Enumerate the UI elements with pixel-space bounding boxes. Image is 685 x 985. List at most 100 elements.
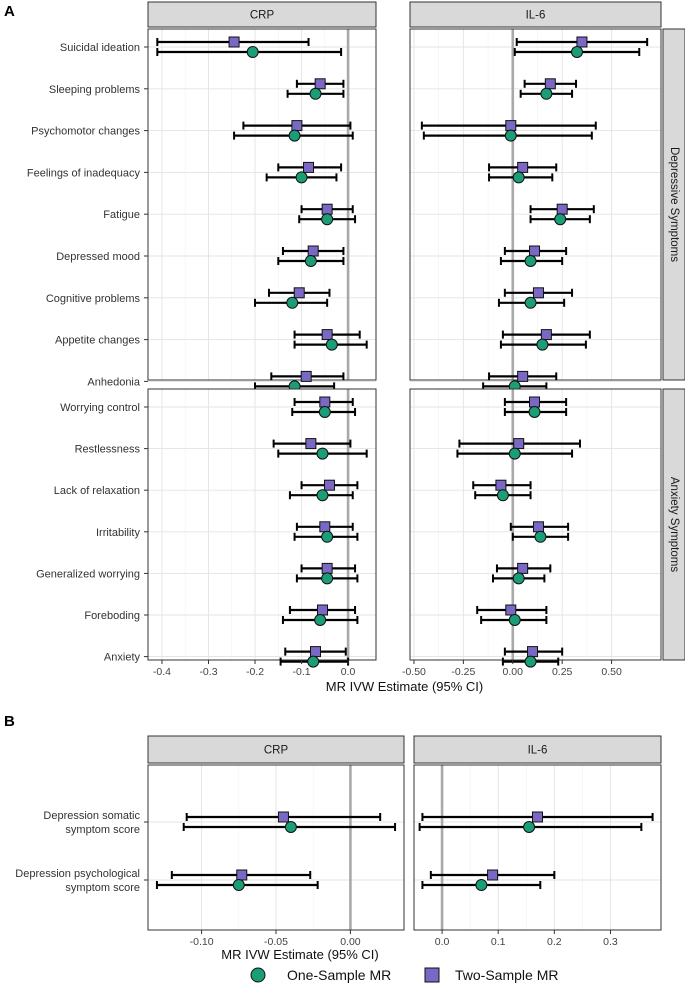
x-tick-label: -0.10 [190, 936, 214, 948]
one-sample-point-appetite-changes [325, 338, 338, 351]
panel-background [148, 29, 376, 380]
x-tick-label: -0.05 [264, 936, 288, 948]
two-sample-point-foreboding [316, 604, 328, 616]
panel-border [413, 764, 662, 931]
row-label-b-line2: symptom score [65, 824, 140, 836]
one-sample-point-anxiety [524, 655, 537, 668]
one-sample-point-irritability [321, 530, 334, 543]
two-sample-point-depressed-mood [307, 245, 319, 257]
two-sample-point-sleeping-problems [314, 78, 326, 90]
panel-border [147, 388, 377, 661]
row-label-irritability: Irritability [96, 527, 141, 539]
row-label-sleeping-problems: Sleeping problems [49, 84, 141, 96]
one-sample-point-feelings-of-inadequacy [295, 171, 308, 184]
one-sample-point-depressed-mood [304, 255, 317, 267]
column-strip-b-crp-label: CRP [264, 745, 289, 757]
panel-background [414, 765, 661, 930]
one-sample-point-sleeping-problems [309, 87, 322, 100]
two-sample-point-depression-psychological-symptom-score [236, 869, 248, 881]
facet-depressive-symptoms-il-6 [409, 28, 662, 393]
x-tick-label: -0.25 [451, 666, 475, 678]
two-sample-point-feelings-of-inadequacy [303, 161, 315, 173]
two-sample-point-irritability [319, 521, 331, 533]
column-strip-il-6-label: IL-6 [526, 10, 546, 22]
two-sample-point-psychomotor-changes [291, 120, 303, 132]
one-sample-point-foreboding [314, 614, 327, 626]
two-sample-point-depressed-mood [529, 245, 541, 257]
row-label-fatigue: Fatigue [103, 209, 140, 221]
x-tick-label: 0.2 [547, 936, 562, 948]
x-tick-label: 0.00 [503, 666, 524, 678]
legend-two-sample-label: Two-Sample MR [455, 967, 558, 983]
one-sample-point-fatigue [554, 213, 567, 226]
one-sample-point-lack-of-relaxation [316, 489, 329, 502]
row-label-psychomotor-changes: Psychomotor changes [31, 126, 140, 138]
x-tick-label: 0.3 [603, 936, 618, 948]
row-label-appetite-changes: Appetite changes [55, 335, 141, 347]
two-sample-point-suicidal-ideation [228, 36, 240, 48]
one-sample-point-foreboding [508, 614, 521, 626]
x-tick-label: -0.50 [402, 666, 426, 678]
one-sample-point-depressed-mood [524, 255, 537, 267]
x-tick-label: -0.4 [153, 666, 171, 678]
panel-a: A CRP IL-6 Suicidal ideation Sleeping proble… [4, 1, 685, 694]
panel-b: B CRP IL-6 Depression somatic symptom score D… [4, 713, 662, 962]
panel-letter-b: B [4, 713, 15, 730]
row-strip-depressive-symptoms-label: Depressive Symptoms [668, 147, 680, 262]
one-sample-point-appetite-changes [536, 338, 549, 351]
two-sample-point-generalized-worrying [321, 562, 333, 574]
row-label-cognitive-problems: Cognitive problems [46, 293, 141, 305]
x-tick-label: 0.25 [552, 666, 573, 678]
two-sample-point-fatigue [321, 203, 333, 215]
two-sample-point-sleeping-problems [544, 78, 556, 90]
one-sample-point-psychomotor-changes [504, 129, 517, 142]
two-sample-point-restlessness [513, 438, 525, 450]
row-label-b-line2: symptom score [65, 882, 140, 894]
row-label-anhedonia: Anhedonia [87, 376, 140, 388]
x-tick-label: -0.2 [246, 666, 264, 678]
row-label-lack-of-relaxation: Lack of relaxation [54, 485, 140, 497]
two-sample-point-worrying-control [319, 396, 331, 408]
one-sample-point-depression-somatic-symptom-score [523, 821, 536, 833]
two-sample-point-depression-somatic-symptom-score [532, 811, 543, 823]
facet-b-il-6: 0.0 0.1 0.2 0.3 [413, 764, 662, 948]
two-sample-point-depression-psychological-symptom-score [487, 869, 499, 881]
two-sample-point-restlessness [305, 438, 317, 450]
one-sample-point-lack-of-relaxation [496, 489, 509, 502]
row-label-b-line1: Depression somatic [43, 810, 140, 822]
two-sample-point-fatigue [556, 203, 568, 215]
panel-letter-a: A [4, 3, 15, 20]
row-strip-depressive-symptoms-background [662, 28, 685, 381]
one-sample-point-suicidal-ideation [571, 46, 584, 58]
one-sample-point-irritability [534, 530, 547, 543]
one-sample-point-anxiety [307, 655, 320, 668]
two-sample-point-worrying-control [529, 396, 541, 408]
x-axis-title-a: MR IVW Estimate (95% CI) [326, 679, 483, 694]
one-sample-point-restlessness [316, 447, 329, 460]
two-sample-point-irritability [532, 521, 544, 533]
x-tick-label: 0.0 [435, 936, 450, 948]
legend-two-sample-swatch [424, 967, 440, 983]
row-label-worrying-control: Worrying control [60, 402, 140, 414]
panel-background [410, 29, 661, 380]
column-strip-il-6-background [409, 1, 662, 28]
one-sample-point-generalized-worrying [321, 572, 334, 585]
one-sample-point-depression-somatic-symptom-score [284, 821, 297, 833]
row-label-generalized-worrying: Generalized worrying [36, 568, 140, 580]
row-label-restlessness: Restlessness [75, 444, 141, 456]
x-tick-label: -0.3 [199, 666, 217, 678]
one-sample-point-psychomotor-changes [288, 129, 301, 142]
legend-one-sample-swatch [250, 967, 266, 983]
one-sample-point-worrying-control [318, 406, 331, 418]
two-sample-point-cognitive-problems [293, 287, 305, 299]
two-sample-point-anxiety [527, 646, 539, 658]
one-sample-point-suicidal-ideation [246, 46, 259, 58]
panel-border [147, 28, 377, 381]
legend-one-sample-label: One-Sample MR [287, 967, 391, 983]
x-tick-label: 0.0 [341, 666, 356, 678]
two-sample-point-depression-somatic-symptom-score [277, 811, 289, 823]
facet-anxiety-symptoms-il-6: -0.50 -0.25 0.00 0.25 0.50 [402, 388, 662, 678]
column-strip-b-crp-background [147, 735, 405, 764]
x-axis-title-b: MR IVW Estimate (95% CI) [221, 947, 378, 962]
panel-border [409, 28, 662, 381]
